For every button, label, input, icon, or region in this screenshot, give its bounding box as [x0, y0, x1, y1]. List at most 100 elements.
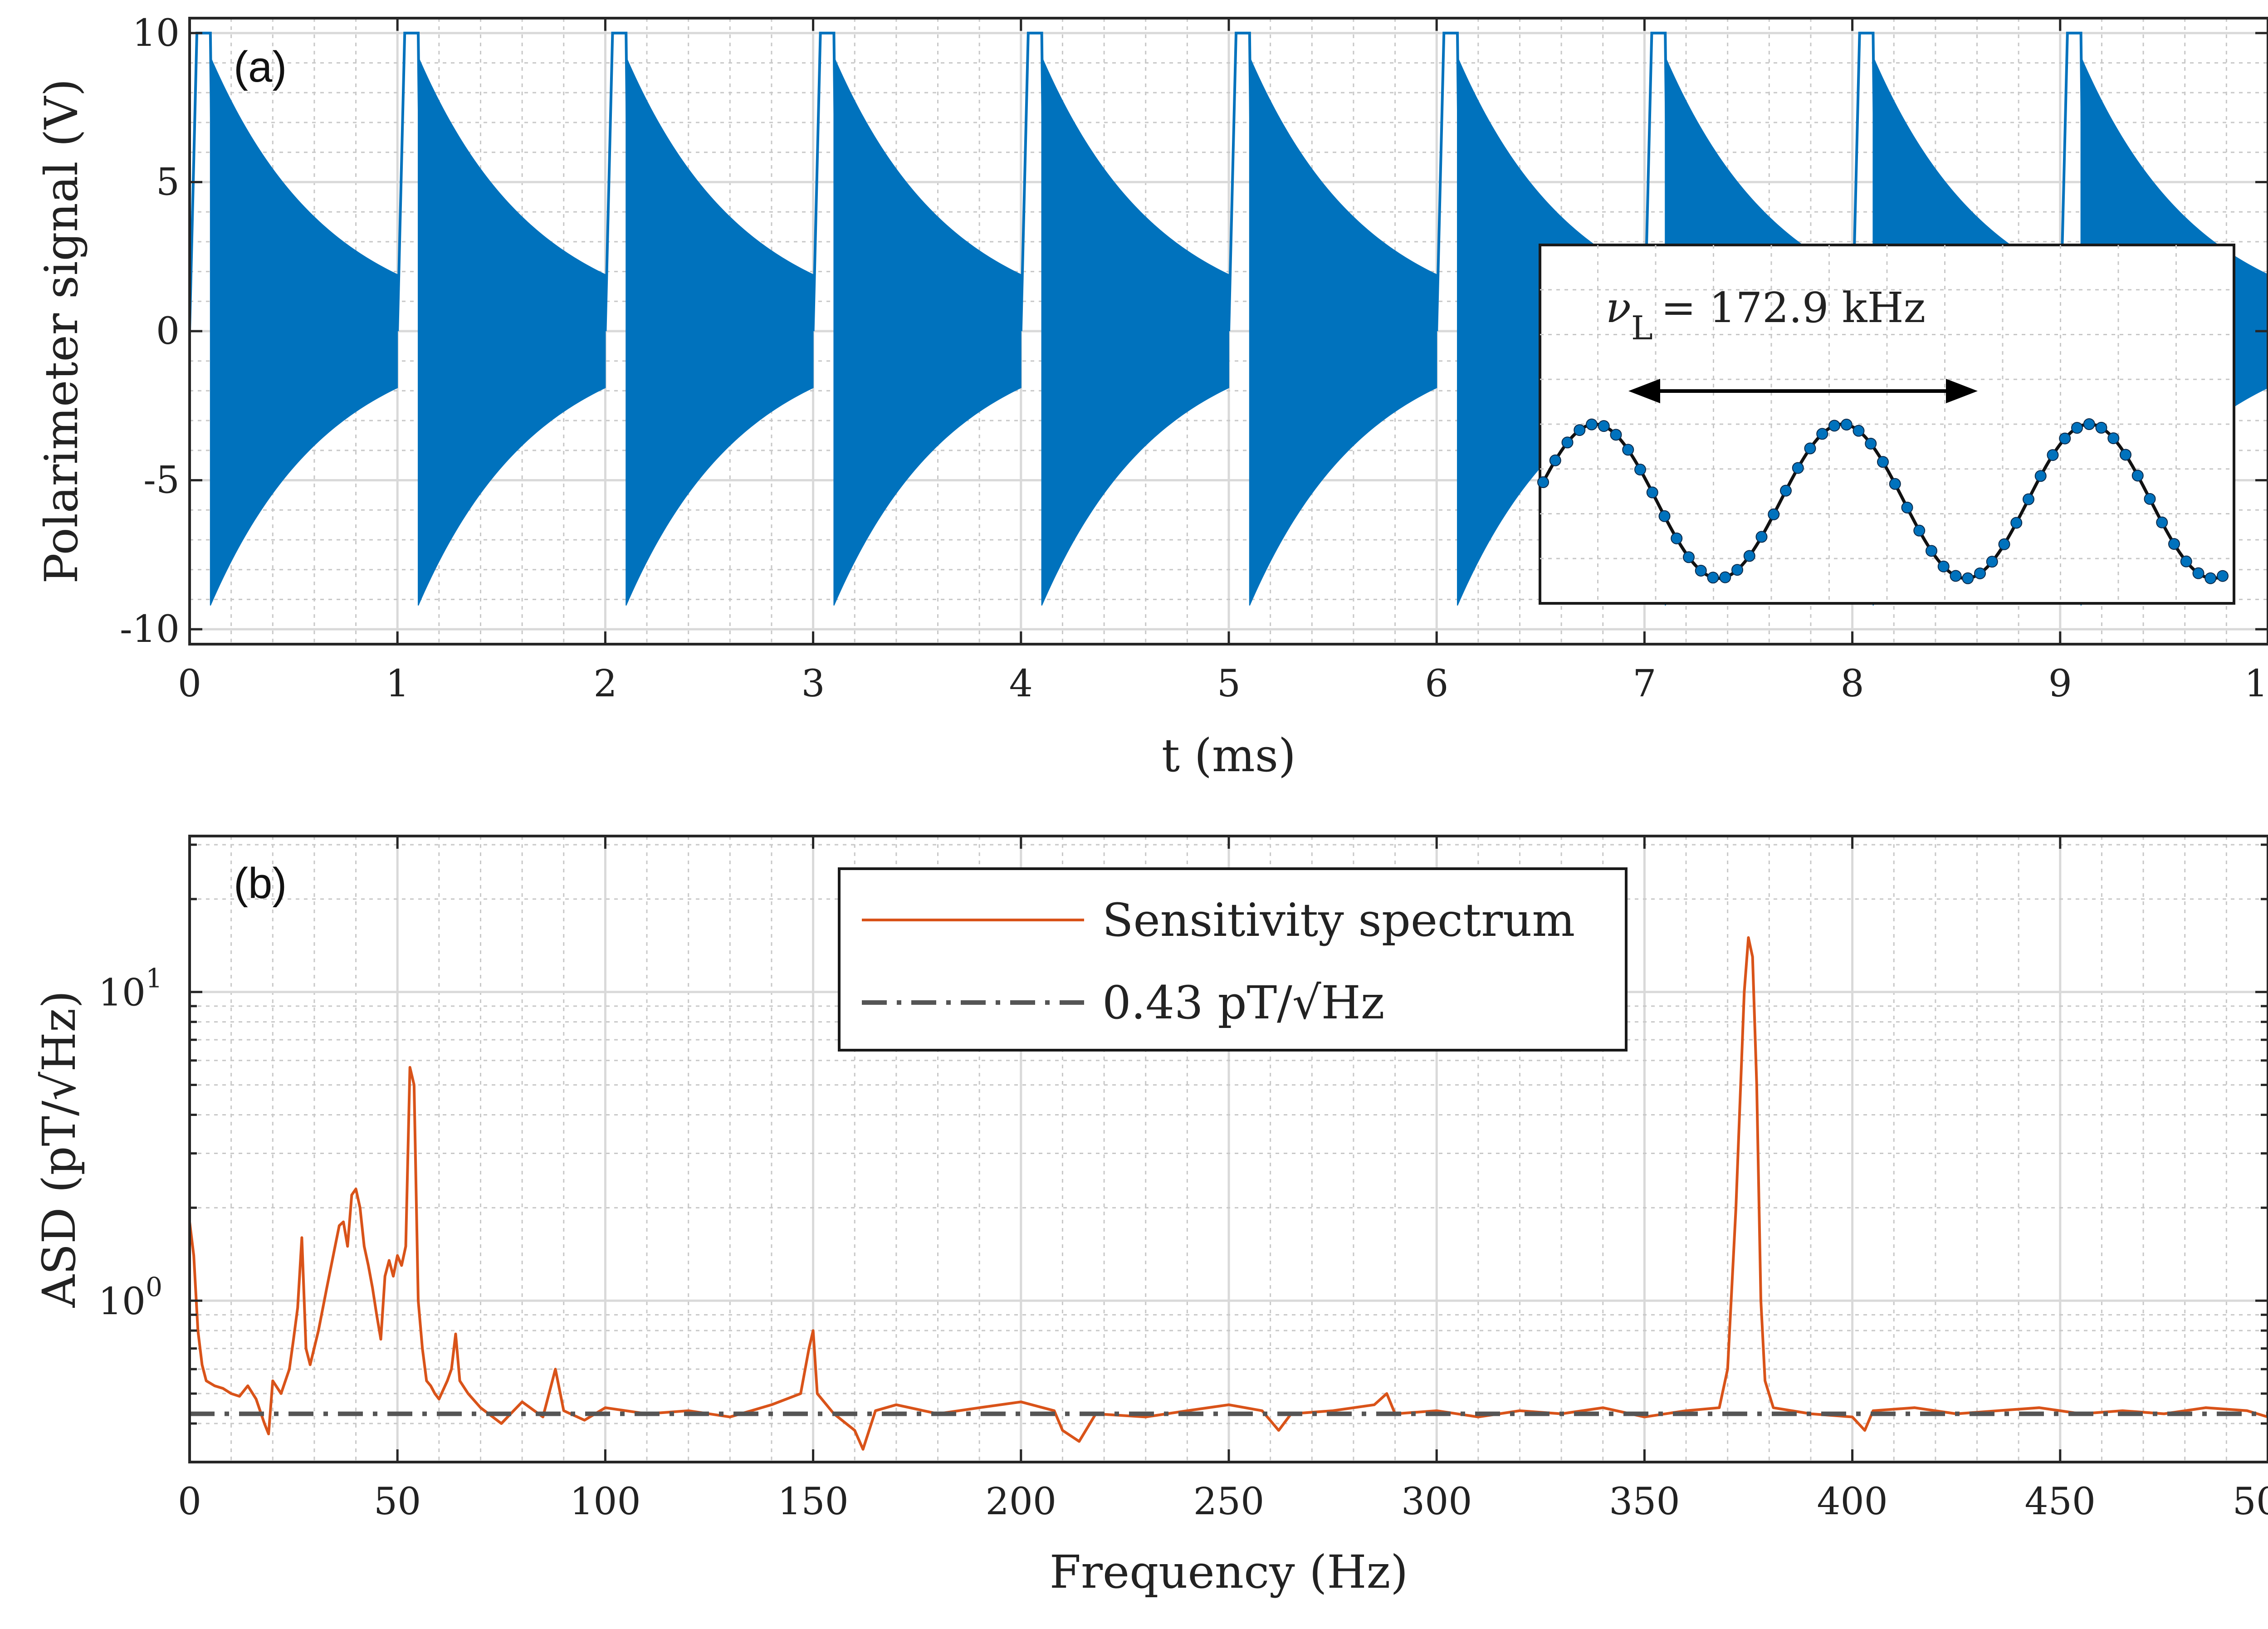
- sensitivity-spectrum-line: [188, 936, 2268, 1451]
- inset-sample-point: [2059, 432, 2071, 445]
- panel-a-label: (a): [234, 43, 287, 91]
- inset-sample-point: [1537, 476, 1549, 488]
- x-tick-label: 6: [1425, 662, 1448, 705]
- inset-sample-point: [1901, 501, 1913, 514]
- panel-b-label: (b): [234, 859, 287, 908]
- inset-sample-point: [1853, 425, 1865, 437]
- oscillation-envelope: [210, 57, 398, 606]
- x-tick-label: 400: [1817, 1480, 1888, 1523]
- inset-sample-point: [1926, 545, 1937, 557]
- inset-sample-point: [1962, 572, 1974, 584]
- y-tick-label: 10: [132, 12, 180, 55]
- inset-grid: [1540, 245, 2234, 603]
- x-tick-label: 200: [986, 1480, 1057, 1523]
- x-tick-label: 1: [386, 662, 409, 705]
- x-tick-label: 9: [2048, 662, 2072, 705]
- y-tick-label: -5: [143, 459, 180, 502]
- inset-sample-point: [2168, 538, 2180, 550]
- inset-sample-point: [1743, 550, 1755, 562]
- inset-sample-point: [2010, 517, 2023, 529]
- x-tick-label: 350: [1609, 1480, 1680, 1523]
- inset-sample-point: [2095, 421, 2107, 434]
- y-tick-label: -10: [120, 608, 180, 651]
- oscillation-envelope: [1249, 57, 1437, 606]
- inset-sample-point: [1731, 564, 1743, 576]
- inset-sample-point: [2180, 555, 2192, 567]
- inset-sample-point: [1622, 444, 1634, 456]
- inset-sample-point: [2047, 449, 2059, 461]
- y-tick-label: 100: [98, 1272, 162, 1323]
- panel-a-x-axis-label: t (ms): [1162, 729, 1296, 782]
- oscillation-envelope: [626, 57, 814, 606]
- inset-sample-point: [1974, 567, 1986, 579]
- oscillation-envelope: [833, 57, 1022, 606]
- inset-sample-point: [1865, 437, 1877, 450]
- inset-sample-point: [1780, 484, 1792, 497]
- x-tick-label: 450: [2025, 1480, 2096, 1523]
- larmor-symbol: ν: [1606, 284, 1631, 332]
- inset-sample-point: [1671, 532, 1683, 544]
- panel-b: 0 50 100 150 200 250 300 350 400 450 500 101 100 (b)…: [33, 835, 2268, 1599]
- inset-sample-point: [2071, 422, 2083, 434]
- panel-a-ticks: 0 1 2 3 4 5 6 7 8 9 10 10 5 0 -5 -10: [120, 12, 2268, 705]
- x-tick-label: 0: [178, 662, 201, 705]
- y-tick-label: 5: [156, 161, 180, 204]
- inset-sample-point: [2204, 572, 2217, 584]
- inset-sample-point: [1634, 464, 1646, 476]
- x-tick-label: 250: [1193, 1480, 1265, 1523]
- panel-b-ticks: 0 50 100 150 200 250 300 350 400 450 500 101 100: [98, 836, 2268, 1523]
- oscillation-envelope: [1041, 57, 1229, 606]
- panel-b-y-axis-label: ASD (pT/√Hz): [33, 991, 86, 1308]
- inset-sample-point: [2120, 449, 2131, 461]
- inset-waveform: [1537, 418, 2229, 584]
- inset-sample-point: [1792, 462, 1804, 474]
- legend-label-spectrum: Sensitivity spectrum: [1102, 894, 1575, 947]
- y-tick-label: 101: [98, 963, 162, 1015]
- inset-sample-point: [2131, 470, 2144, 482]
- panel-a-y-axis-label: Polarimeter signal (V): [35, 78, 88, 583]
- inset-sample-point: [1610, 429, 1622, 441]
- inset-sample-point: [1707, 572, 1719, 584]
- x-tick-label: 0: [178, 1480, 201, 1523]
- inset-annotation: νL = 172.9 kHz: [1606, 284, 1926, 347]
- inset-sample-point: [1986, 556, 1998, 568]
- inset-sample-point: [1598, 420, 1610, 432]
- inset-sample-point: [1549, 454, 1561, 466]
- inset-sample-point: [1877, 456, 1889, 468]
- larmor-value: = 172.9 kHz: [1661, 284, 1926, 332]
- inset-sample-point: [1586, 418, 1598, 430]
- inset-sample-point: [1950, 570, 1962, 582]
- inset-sample-point: [1889, 478, 1901, 490]
- inset-sample-point: [1840, 419, 1853, 431]
- inset-sample-point: [2034, 470, 2047, 482]
- inset-sample-point: [2023, 493, 2034, 505]
- inset-sample-point: [1816, 428, 1828, 440]
- inset-sample-point: [1804, 442, 1816, 455]
- x-tick-label: 2: [593, 662, 617, 705]
- x-tick-label: 8: [1841, 662, 1864, 705]
- x-tick-label: 5: [1217, 662, 1241, 705]
- legend: Sensitivity spectrum 0.43 pT/√Hz: [838, 867, 1628, 1052]
- x-tick-label: 500: [2233, 1480, 2268, 1523]
- panel-b-x-axis-label: Frequency (Hz): [1050, 1546, 1408, 1599]
- oscillation-envelope: [418, 57, 606, 606]
- inset-sample-point: [1695, 564, 1707, 577]
- inset-sample-point: [1913, 524, 1926, 537]
- inset-period-arrow: [1628, 379, 1978, 403]
- panel-b-series: [188, 936, 2268, 1451]
- x-tick-label: 100: [570, 1480, 641, 1523]
- inset-sample-point: [1768, 508, 1780, 520]
- x-tick-label: 10: [2244, 662, 2268, 705]
- inset-sample-point: [1719, 571, 1731, 583]
- inset-sample-point: [2217, 570, 2229, 582]
- inset-sample-point: [1574, 424, 1586, 436]
- inset-sample-point: [2192, 567, 2204, 579]
- larmor-subscript: L: [1631, 309, 1653, 347]
- inset-sample-point: [1998, 538, 2010, 550]
- inset-sample-point: [1561, 436, 1574, 449]
- inset: νL = 172.9 kHz: [1537, 244, 2235, 605]
- inset-sample-point: [2156, 516, 2168, 528]
- x-tick-label: 300: [1401, 1480, 1472, 1523]
- inset-sample-point: [2144, 493, 2156, 505]
